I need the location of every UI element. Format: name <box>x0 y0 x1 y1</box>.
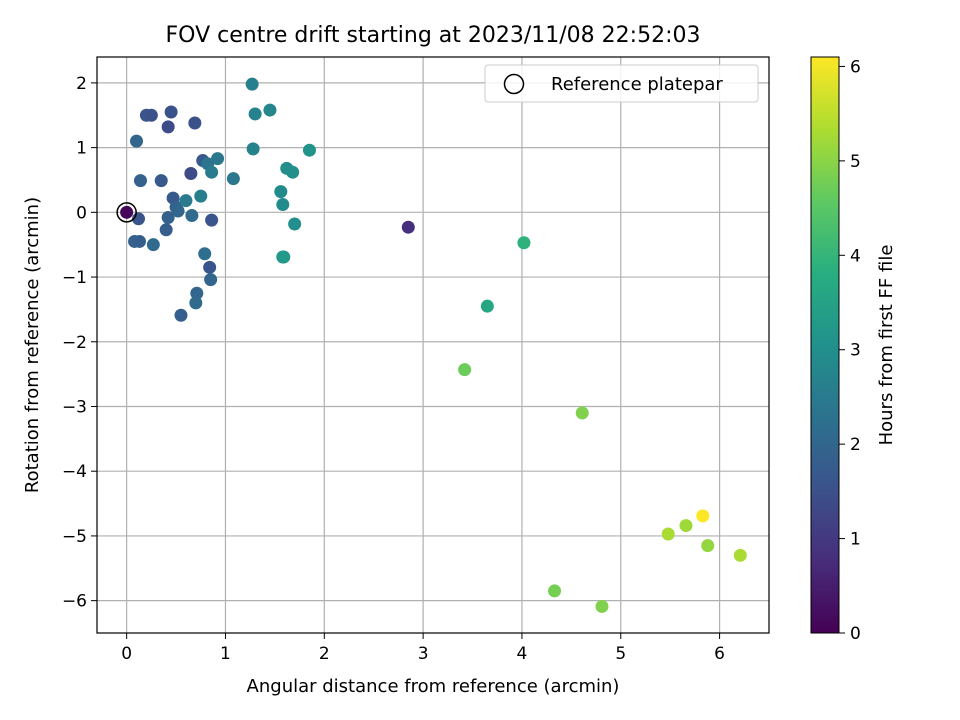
data-point <box>188 116 202 130</box>
data-point <box>246 142 260 156</box>
y-tick-label: 2 <box>76 74 87 94</box>
y-axis-ticks: −6 −5 −4 −3 −2 −1 0 1 2 <box>62 74 97 612</box>
data-point <box>190 286 204 300</box>
x-tick-label: 0 <box>121 644 132 664</box>
data-point <box>189 296 203 310</box>
colorbar-tick-label: 3 <box>850 341 861 361</box>
data-point <box>661 527 675 541</box>
data-point <box>401 220 415 234</box>
data-point <box>679 519 693 533</box>
x-tick-label: 4 <box>517 644 528 664</box>
data-point <box>185 209 199 223</box>
data-point <box>458 363 472 377</box>
data-point <box>302 143 316 157</box>
x-tick-label: 5 <box>615 644 626 664</box>
x-axis-label: Angular distance from reference (arcmin) <box>247 676 620 697</box>
data-point <box>144 108 158 122</box>
data-point <box>179 194 193 208</box>
data-point <box>132 234 146 248</box>
data-point <box>548 584 562 598</box>
colorbar-label: Hours from first FF file <box>876 245 897 446</box>
data-point <box>277 250 291 264</box>
data-point <box>203 260 217 274</box>
chart-title: FOV centre drift starting at 2023/11/08 … <box>166 23 701 48</box>
data-point <box>164 105 178 119</box>
data-point <box>288 217 302 231</box>
x-tick-label: 3 <box>418 644 429 664</box>
y-tick-label: −3 <box>62 397 87 417</box>
colorbar-tick-label: 4 <box>850 246 861 266</box>
data-point <box>130 134 144 148</box>
data-point <box>146 238 160 252</box>
plot-frame <box>96 56 770 634</box>
data-point <box>263 103 277 117</box>
y-tick-label: −6 <box>62 592 87 612</box>
colorbar <box>810 56 840 634</box>
data-point <box>276 198 290 212</box>
data-point <box>733 548 747 562</box>
data-point <box>575 406 589 420</box>
colorbar-ticks: 0 1 2 3 4 5 6 <box>839 57 861 644</box>
data-point <box>696 509 710 523</box>
grid <box>97 57 769 633</box>
data-point <box>204 273 218 287</box>
data-point <box>211 152 225 166</box>
x-tick-label: 2 <box>319 644 330 664</box>
data-point <box>174 308 188 322</box>
data-point <box>194 189 208 203</box>
data-point <box>205 213 219 227</box>
colorbar-tick-label: 6 <box>850 57 861 77</box>
y-axis-label: Rotation from reference (arcmin) <box>22 197 43 493</box>
reference-platepar-marker <box>116 202 137 223</box>
data-point <box>274 185 288 199</box>
colorbar-tick-label: 5 <box>850 152 861 172</box>
x-tick-label: 6 <box>714 644 725 664</box>
data-point <box>171 204 185 218</box>
data-point <box>154 174 168 188</box>
colorbar-tick-label: 2 <box>850 435 861 455</box>
data-point <box>184 166 198 180</box>
reference-marker-layer <box>116 202 137 223</box>
legend-reference-marker <box>503 73 525 95</box>
data-point <box>161 120 175 134</box>
data-point <box>517 236 531 250</box>
y-tick-label: −4 <box>62 462 87 482</box>
y-tick-label: −5 <box>62 527 87 547</box>
y-tick-label: −2 <box>62 333 87 353</box>
data-point <box>286 165 300 179</box>
data-point <box>120 205 134 219</box>
colorbar-tick-label: 0 <box>850 624 861 644</box>
colorbar-tick-label: 1 <box>850 530 861 550</box>
data-point <box>198 247 212 261</box>
data-point <box>161 211 175 225</box>
data-point <box>245 77 259 91</box>
data-point <box>226 172 240 186</box>
data-point <box>159 223 173 237</box>
y-tick-label: 1 <box>76 139 87 159</box>
data-point <box>205 165 219 179</box>
legend-label-reference: Reference platepar <box>551 74 723 95</box>
data-points <box>120 77 747 613</box>
y-tick-label: 0 <box>76 203 87 223</box>
legend: Reference platepar <box>484 64 759 103</box>
y-tick-label: −1 <box>62 268 87 288</box>
data-point <box>701 539 715 553</box>
x-tick-label: 1 <box>220 644 231 664</box>
x-axis-ticks: 0 1 2 3 4 5 6 <box>121 633 725 664</box>
data-point <box>480 299 494 313</box>
legend-box <box>484 64 759 103</box>
data-point <box>133 174 147 188</box>
data-point <box>248 107 262 121</box>
data-point <box>595 599 609 613</box>
